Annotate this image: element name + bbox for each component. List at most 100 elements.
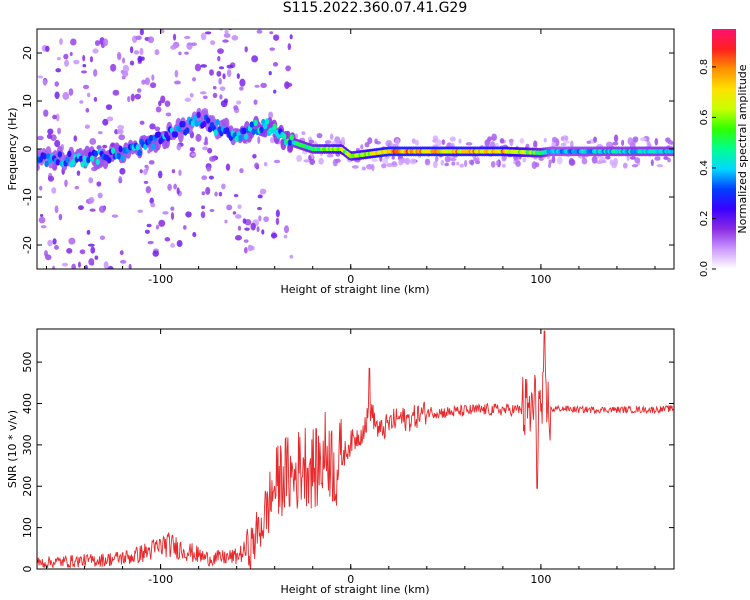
spectrogram-noise-blob: [499, 138, 505, 144]
spectrogram-noise-blob: [92, 48, 99, 54]
spectrogram-noise-blob: [663, 156, 669, 160]
spectrogram-noise-blob: [254, 16, 260, 20]
spectrogram-noise-blob: [491, 136, 496, 141]
spectrogram-ridge-core: [120, 154, 125, 162]
spectrogram-noise-blob: [232, 211, 237, 215]
spectrogram-noise-blob: [441, 139, 446, 145]
spectrogram-noise-blob: [303, 159, 310, 163]
spectrogram-noise-blob: [242, 218, 247, 224]
spectrogram-noise-blob: [463, 159, 468, 168]
spectrogram-y-tick-label: 0: [21, 146, 34, 153]
spectrogram-noise-blob: [42, 78, 47, 86]
spectrogram-noise-blob: [145, 164, 149, 171]
spectrogram-ridge-core: [65, 156, 70, 163]
spectrogram-ridge-core: [194, 120, 199, 127]
spectrogram-noise-blob: [54, 81, 60, 87]
spectrogram-noise-blob: [137, 209, 144, 213]
spectrogram-noise-blob: [621, 139, 625, 146]
colorbar-label: Normalized spectral amplitude: [736, 64, 749, 233]
spectrogram-noise-blob: [137, 55, 143, 63]
colorbar-ticks: 0.0 0.2 0.4 0.6 0.8: [699, 59, 716, 277]
spectrogram-noise-blob: [116, 128, 124, 135]
spectrogram-noise-blob: [78, 205, 84, 211]
spectrogram-noise-blob: [178, 51, 182, 56]
spectrogram-noise-blob: [484, 139, 490, 147]
spectrogram-noise-blob: [254, 162, 260, 169]
spectrogram-ridge-core: [249, 121, 255, 128]
spectrogram-noise-blob: [119, 259, 127, 264]
spectrogram-noise-blob: [147, 36, 155, 44]
spectrogram-noise-blob: [54, 205, 59, 214]
spectrogram-noise-blob: [560, 142, 567, 147]
spectrogram-noise-blob: [209, 69, 214, 76]
spectrogram-noise-blob: [654, 138, 659, 146]
spectrogram-noise-blob: [611, 162, 618, 169]
spectrogram-noise-blob: [77, 261, 81, 268]
spectrogram-noise-blob: [450, 158, 457, 162]
spectrogram-ridge-core: [78, 155, 83, 163]
spectrogram-ridge-core: [110, 147, 116, 154]
spectrogram-noise-blob: [515, 160, 521, 167]
spectrogram-noise-blob: [139, 120, 145, 125]
spectrogram-noise-blob: [116, 51, 122, 60]
spectrogram-noise-blob: [195, 133, 202, 142]
spectrogram-noise-blob: [632, 136, 639, 143]
spectrogram-noise-blob: [167, 183, 172, 191]
spectrogram-noise-blob: [56, 57, 61, 61]
spectrogram-noise-blob: [224, 219, 228, 224]
spectrogram-noise-blob: [84, 124, 90, 129]
spectrogram-noise-blob: [129, 46, 134, 54]
spectrogram-noise-blob: [192, 232, 197, 238]
spectrogram-noise-blob: [145, 186, 152, 194]
spectrogram-noise-blob: [76, 274, 80, 278]
spectrogram-noise-blob: [79, 100, 84, 104]
spectrogram-noise-blob: [183, 225, 187, 230]
spectrogram-heatmap: [37, 16, 674, 278]
snr-series-line: [37, 330, 674, 569]
spectrogram-noise-blob: [192, 77, 196, 82]
spectrogram-noise-blob: [155, 224, 160, 230]
spectrogram-y-tick-label: -20: [21, 236, 34, 254]
spectrogram-noise-blob: [329, 133, 334, 140]
spectrogram-noise-blob: [103, 261, 109, 269]
spectrogram-ridge: [37, 107, 674, 171]
spectrogram-ridge-core: [80, 161, 85, 168]
spectrogram-noise-blob: [273, 159, 281, 164]
spectrogram-ridge-halo: [177, 130, 184, 143]
spectrogram-noise-blob: [107, 265, 114, 269]
spectrogram-noise-blob: [263, 161, 268, 167]
spectrogram-noise-blob: [154, 49, 160, 56]
spectrogram-noise-blob: [139, 29, 144, 36]
spectrogram-noise-blob: [209, 156, 216, 162]
spectrogram-noise-blob: [231, 35, 239, 41]
spectrogram-noise-blob: [220, 100, 228, 108]
spectrogram-noise-blob: [277, 18, 283, 23]
spectrogram-noise-blob: [54, 245, 59, 250]
spectrogram-noise-blob: [432, 160, 438, 169]
spectrogram-noise-blob: [119, 250, 124, 256]
spectrogram-noise-blob: [301, 131, 306, 135]
spectrogram-noise-blob: [219, 86, 226, 91]
spectrogram-noise-blob: [564, 135, 569, 141]
snr-x-axis-label: Height of straight line (km): [280, 583, 429, 596]
spectrogram-ridge-core: [135, 144, 140, 151]
spectrogram-noise-blob: [239, 86, 244, 91]
spectrogram-noise-blob: [68, 237, 76, 245]
spectrogram-noise-blob: [268, 111, 274, 119]
spectrogram-ridge-core: [95, 158, 101, 166]
spectrogram-noise-blob: [82, 63, 87, 68]
spectrogram-noise-blob: [57, 127, 62, 135]
spectrogram-noise-blob: [87, 243, 95, 247]
spectrogram-noise-blob: [404, 157, 411, 165]
spectrogram-noise-blob: [86, 92, 91, 98]
colorbar-tick-label: 0.4: [699, 160, 710, 176]
spectrogram-noise-blob: [275, 209, 280, 218]
spectrogram-ridge-core: [264, 118, 270, 125]
spectrogram-noise-blob: [458, 138, 462, 144]
snr-y-ticks: 0 100 200 300 400 500: [21, 352, 674, 573]
spectrogram-noise-blob: [250, 222, 256, 231]
spectrogram-noise-blob: [84, 264, 88, 269]
spectrogram-noise-blob: [256, 226, 260, 233]
spectrogram-noise-blob: [143, 180, 149, 184]
spectrogram-noise-blob: [55, 113, 60, 122]
